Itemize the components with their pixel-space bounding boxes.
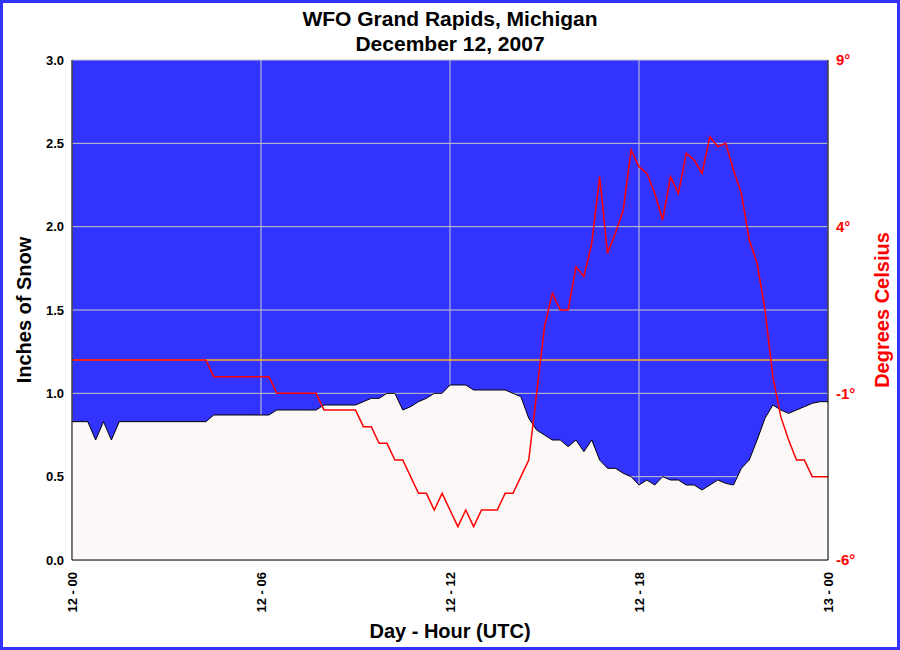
html-text:December 12, 2007: December 12, 2007 <box>355 32 545 55</box>
svg-text:12 - 18: 12 - 18 <box>632 572 647 612</box>
svg-text:-1°: -1° <box>836 385 855 402</box>
svg-text:4°: 4° <box>836 218 850 235</box>
svg-text:12 - 06: 12 - 06 <box>254 572 269 612</box>
svg-text:12 - 00: 12 - 00 <box>65 572 80 612</box>
svg-text:3.0: 3.0 <box>46 53 64 68</box>
svg-text:1.0: 1.0 <box>46 386 64 401</box>
svg-text:0.0: 0.0 <box>46 553 64 568</box>
html-text:Degrees Celsius: Degrees Celsius <box>870 232 893 388</box>
svg-text:-6°: -6° <box>836 551 855 568</box>
svg-text:2.5: 2.5 <box>46 136 64 151</box>
svg-text:13 - 00: 13 - 00 <box>821 572 836 612</box>
svg-text:1.5: 1.5 <box>46 303 64 318</box>
html-text:WFO Grand Rapids, Michigan: WFO Grand Rapids, Michigan <box>302 7 598 30</box>
svg-text:9°: 9° <box>836 51 850 68</box>
svg-text:12 - 12: 12 - 12 <box>443 572 458 612</box>
html-text:Day - Hour (UTC): Day - Hour (UTC) <box>369 620 531 642</box>
svg-text:2.0: 2.0 <box>46 219 64 234</box>
html-text:Inches of Snow: Inches of Snow <box>12 236 35 384</box>
svg-text:0.5: 0.5 <box>46 469 64 484</box>
